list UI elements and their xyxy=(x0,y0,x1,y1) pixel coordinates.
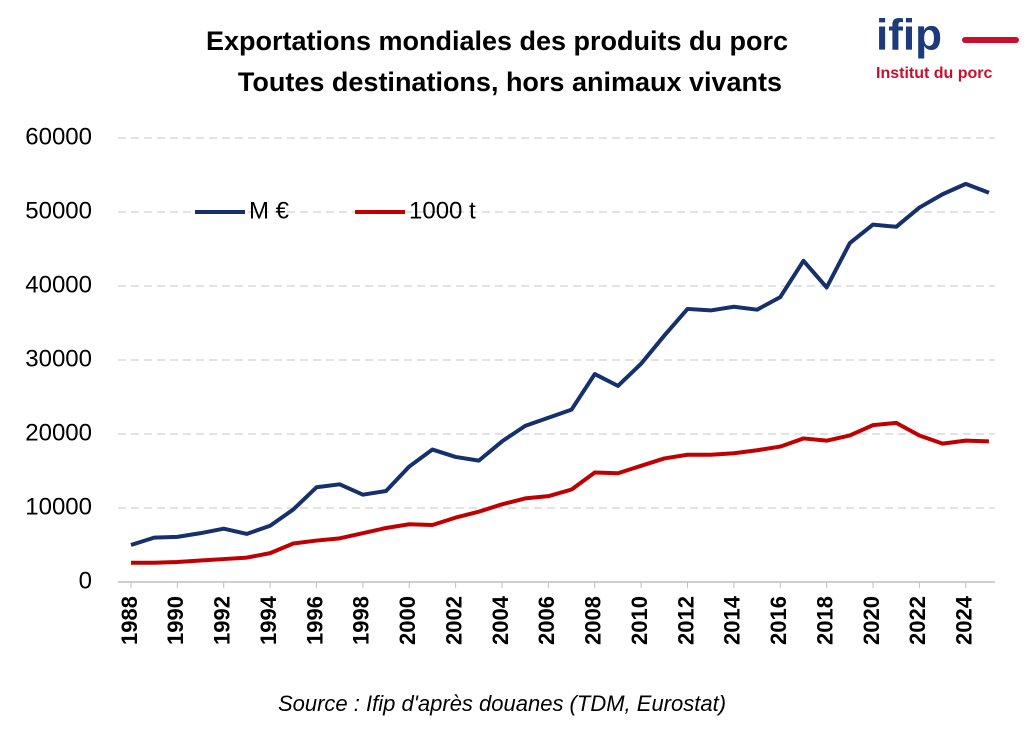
x-tick-label: 2014 xyxy=(720,595,745,645)
x-tick-label: 2000 xyxy=(395,596,420,645)
series-line xyxy=(130,420,990,565)
y-tick-label: 10000 xyxy=(25,493,92,520)
x-tick-label: 1992 xyxy=(210,596,235,645)
y-tick-label: 0 xyxy=(79,567,92,594)
y-tick-label: 50000 xyxy=(25,197,92,224)
x-tick-label: 1996 xyxy=(302,596,327,645)
x-tick-label: 2006 xyxy=(534,596,559,645)
x-tick-label: 2012 xyxy=(673,596,698,645)
y-tick-label: 60000 xyxy=(25,123,92,150)
x-tick-label: 2008 xyxy=(581,596,606,645)
x-tick-label: 2024 xyxy=(952,595,977,645)
x-tick-label: 2004 xyxy=(488,595,513,645)
x-tick-label: 1990 xyxy=(163,596,188,645)
chart-title: Toutes destinations, hors animaux vivant… xyxy=(238,67,782,97)
logo: ifip xyxy=(876,11,942,60)
legend-label: 1000 t xyxy=(409,197,476,224)
x-tick-label: 2018 xyxy=(812,596,837,645)
x-tick-label: 1994 xyxy=(256,595,281,645)
legend-label: M € xyxy=(249,197,290,224)
x-tick-label: 2002 xyxy=(441,596,466,645)
x-tick-label: 2022 xyxy=(905,596,930,645)
series-line xyxy=(130,181,990,547)
source: Source : Ifip d'après douanes (TDM, Euro… xyxy=(278,691,726,716)
x-tick-label: 1988 xyxy=(117,596,142,645)
y-tick-label: 40000 xyxy=(25,271,92,298)
y-tick-label: 20000 xyxy=(25,419,92,446)
x-tick-label: 2010 xyxy=(627,596,652,645)
x-tick-label: 2016 xyxy=(766,596,791,645)
chart-title: Exportations mondiales des produits du p… xyxy=(206,26,788,56)
logo-subtitle: Institut du porc xyxy=(876,65,993,82)
y-tick-label: 30000 xyxy=(25,345,92,372)
x-tick-label: 2020 xyxy=(859,596,884,645)
x-tick-label: 1998 xyxy=(349,596,374,645)
